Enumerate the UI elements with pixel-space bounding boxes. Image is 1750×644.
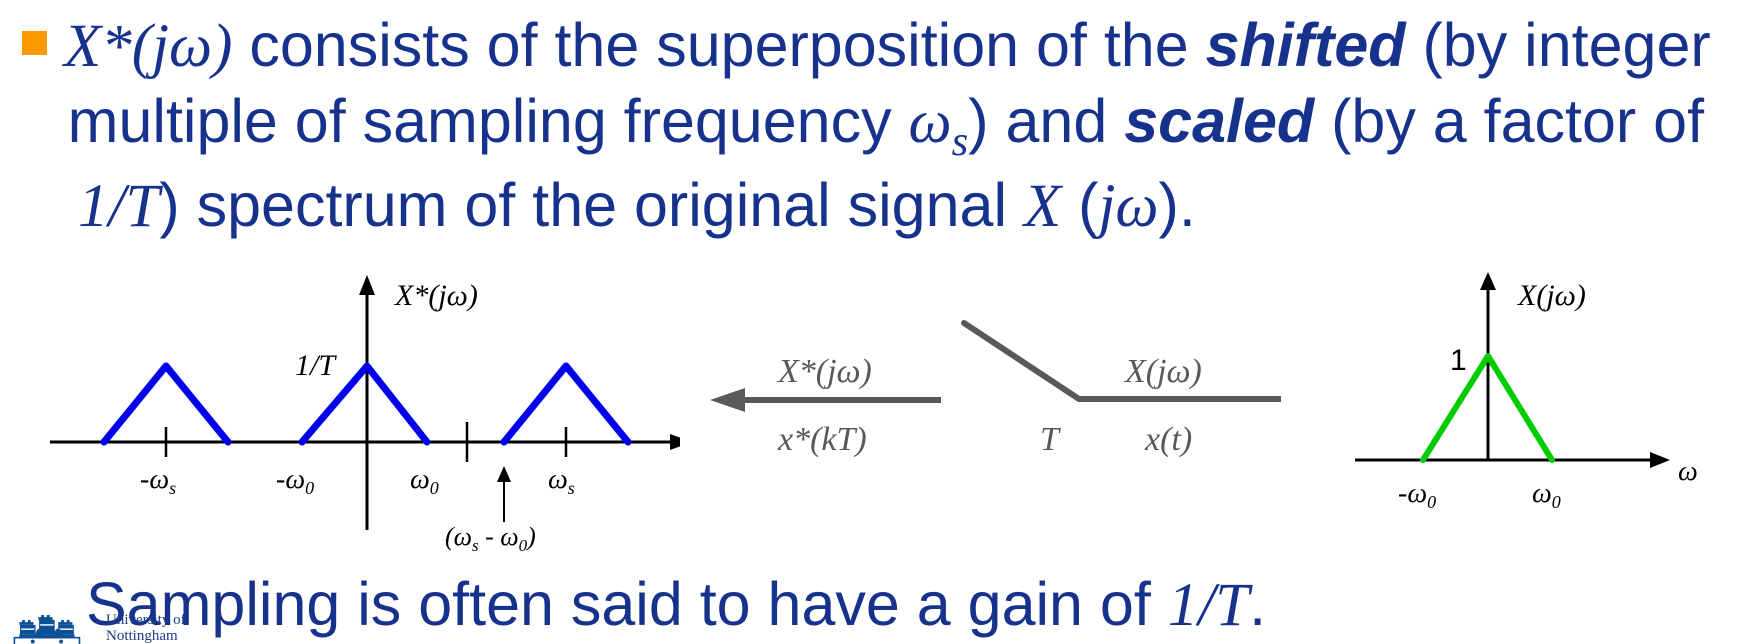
svg-text:ω0: ω0 <box>1532 478 1561 510</box>
svg-text:x(t): x(t) <box>1144 421 1192 458</box>
svg-text:-ω0: -ω0 <box>1398 478 1436 510</box>
svg-text:ωs: ωs <box>548 464 575 498</box>
svg-text:1/T: 1/T <box>295 349 337 382</box>
svg-text:T: T <box>1040 421 1061 458</box>
svg-text:1: 1 <box>1450 344 1467 377</box>
svg-text:-ωs: -ωs <box>140 464 176 498</box>
svg-text:X(jω): X(jω) <box>1517 279 1586 312</box>
svg-text:X(jω): X(jω) <box>1123 353 1202 390</box>
svg-text:ω: ω <box>1678 456 1698 487</box>
svg-text:X*(jω): X*(jω) <box>776 353 872 390</box>
svg-text:(ωs - ω0): (ωs - ω0) <box>445 522 536 555</box>
svg-text:x*(kT): x*(kT) <box>777 421 867 458</box>
svg-text:-ω0: -ω0 <box>276 464 314 498</box>
svg-text:ω0: ω0 <box>410 464 439 498</box>
svg-text:X*(jω): X*(jω) <box>394 279 478 312</box>
